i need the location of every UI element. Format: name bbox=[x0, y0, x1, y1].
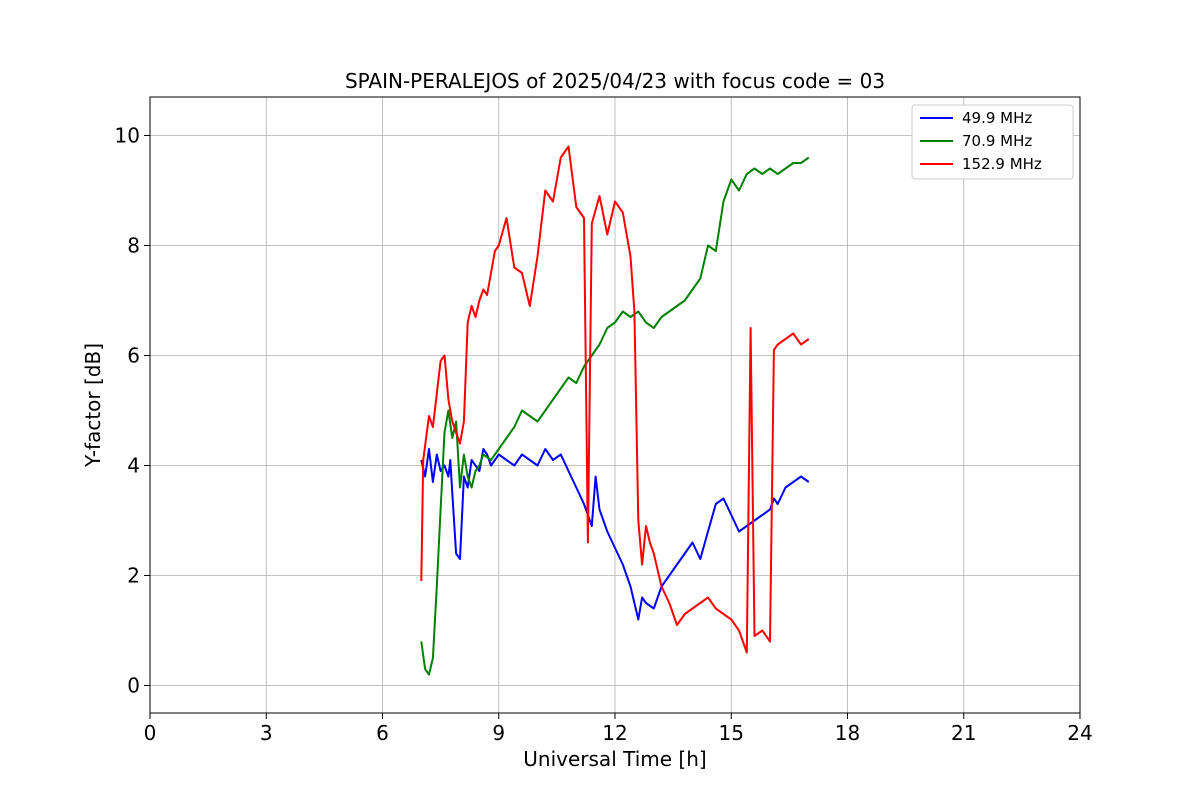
x-tick-label: 3 bbox=[260, 721, 273, 745]
y-axis-label: Y-factor [dB] bbox=[81, 343, 105, 468]
x-tick-label: 0 bbox=[144, 721, 157, 745]
x-tick-label: 15 bbox=[719, 721, 744, 745]
y-tick-label: 8 bbox=[127, 234, 140, 258]
y-tick-label: 6 bbox=[127, 344, 140, 368]
y-tick-label: 4 bbox=[127, 454, 140, 478]
legend: 49.9 MHz 70.9 MHz 152.9 MHz bbox=[911, 104, 1074, 180]
y-tick-label: 10 bbox=[115, 124, 140, 148]
series-group bbox=[420, 145, 810, 676]
x-axis-ticks: 0 3 6 9 12 15 18 21 24 bbox=[144, 713, 1093, 745]
x-tick-label: 9 bbox=[492, 721, 505, 745]
legend-label: 49.9 MHz bbox=[962, 109, 1032, 127]
legend-label: 70.9 MHz bbox=[962, 132, 1032, 150]
legend-label: 152.9 MHz bbox=[962, 155, 1042, 173]
x-tick-label: 21 bbox=[951, 721, 976, 745]
x-tick-label: 24 bbox=[1067, 721, 1092, 745]
x-tick-label: 12 bbox=[602, 721, 627, 745]
x-tick-label: 6 bbox=[376, 721, 389, 745]
y-tick-label: 2 bbox=[127, 564, 140, 588]
chart-title: SPAIN-PERALEJOS of 2025/04/23 with focus… bbox=[345, 69, 885, 93]
x-tick-label: 18 bbox=[835, 721, 860, 745]
y-axis-ticks: 0 2 4 6 8 10 bbox=[115, 124, 150, 698]
series-line-2 bbox=[420, 145, 810, 654]
y-tick-label: 0 bbox=[127, 674, 140, 698]
series-line-1 bbox=[420, 156, 810, 676]
legend-box bbox=[911, 104, 1074, 180]
x-axis-label: Universal Time [h] bbox=[523, 747, 706, 771]
